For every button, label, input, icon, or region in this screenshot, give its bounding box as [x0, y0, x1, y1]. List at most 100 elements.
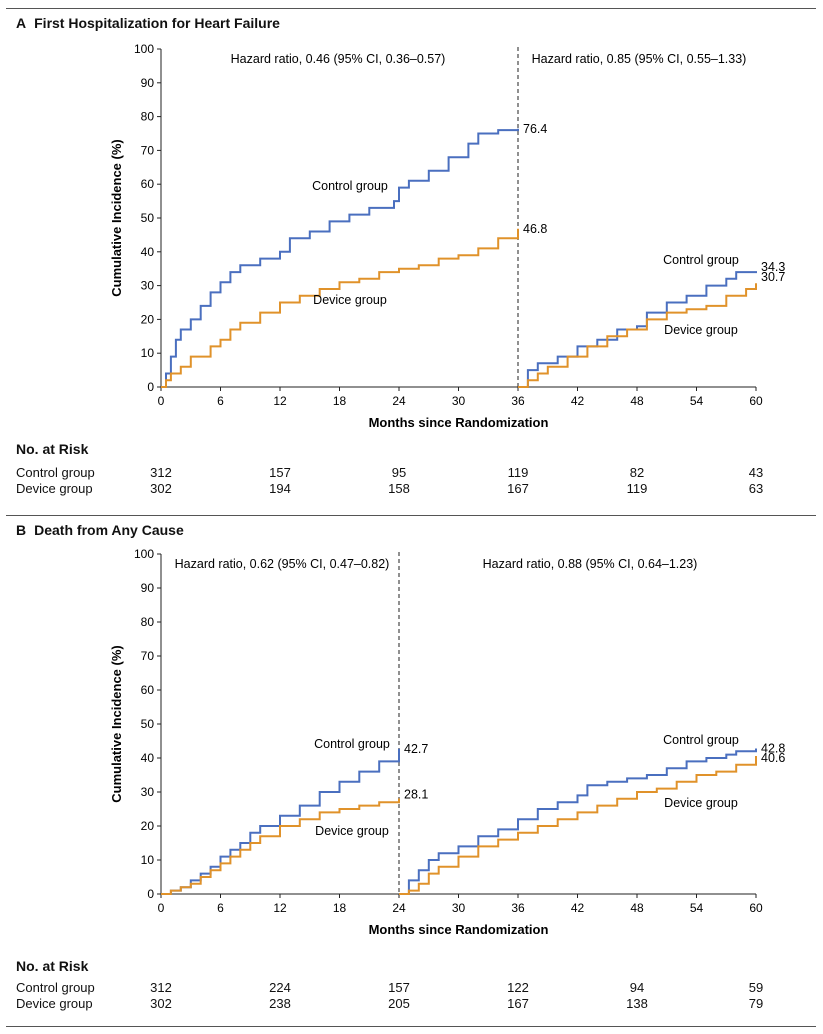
- x-tick-label: 6: [217, 394, 224, 408]
- x-tick-label: 0: [158, 394, 165, 408]
- y-tick-label: 40: [141, 245, 155, 259]
- risk-value: 122: [507, 980, 529, 995]
- risk-table-header: No. at Risk: [16, 441, 89, 457]
- risk-value: 82: [629, 465, 645, 480]
- x-tick-label: 54: [690, 901, 704, 915]
- series-annotation: Device group: [664, 323, 738, 337]
- end-value-label: 46.8: [523, 222, 547, 236]
- risk-value: 59: [748, 980, 764, 995]
- risk-value: 79: [748, 996, 764, 1011]
- y-tick-label: 70: [141, 143, 155, 157]
- risk-row-label: Control group: [16, 980, 95, 995]
- risk-value: 302: [150, 481, 172, 496]
- x-tick-label: 42: [571, 901, 585, 915]
- x-tick-label: 54: [690, 394, 704, 408]
- y-tick-label: 90: [141, 76, 155, 90]
- x-tick-label: 48: [630, 901, 644, 915]
- end-value-label: 34.3: [761, 260, 785, 274]
- risk-value: 157: [269, 465, 291, 480]
- y-axis-label: Cumulative Incidence (%): [109, 645, 124, 802]
- series-annotation: Control group: [314, 737, 390, 751]
- series-line-control-group: [399, 748, 757, 895]
- risk-value: 119: [507, 465, 529, 480]
- series-annotation: Control group: [312, 179, 388, 193]
- y-tick-label: 20: [141, 312, 155, 326]
- x-tick-label: 12: [273, 394, 287, 408]
- risk-value: 157: [388, 980, 410, 995]
- panel-b-title-text: Death from Any Cause: [34, 522, 184, 538]
- x-tick-label: 12: [273, 901, 287, 915]
- y-tick-label: 100: [134, 547, 154, 561]
- y-tick-label: 10: [141, 853, 155, 867]
- end-value-label: 42.7: [404, 742, 428, 756]
- y-tick-label: 100: [134, 42, 154, 56]
- x-tick-label: 42: [571, 394, 585, 408]
- risk-row-label: Device group: [16, 481, 93, 496]
- x-tick-label: 48: [630, 394, 644, 408]
- y-tick-label: 20: [141, 819, 155, 833]
- series-annotation: Device group: [315, 824, 389, 838]
- x-tick-label: 24: [392, 394, 406, 408]
- end-value-label: 40.6: [761, 751, 785, 765]
- panel-a: A First Hospitalization for Heart Failure…: [6, 8, 816, 515]
- x-axis-label: Months since Randomization: [369, 415, 549, 430]
- x-tick-label: 36: [511, 394, 525, 408]
- series-annotation: Control group: [663, 733, 739, 747]
- risk-row-label: Device group: [16, 996, 93, 1011]
- hazard-ratio-left: Hazard ratio, 0.62 (95% CI, 0.47–0.82): [175, 557, 390, 571]
- panel-a-title-text: First Hospitalization for Heart Failure: [34, 15, 280, 31]
- y-tick-label: 60: [141, 683, 155, 697]
- risk-value: 238: [269, 996, 291, 1011]
- y-tick-label: 90: [141, 581, 155, 595]
- series-line-control-group: [161, 128, 519, 388]
- risk-value: 43: [748, 465, 764, 480]
- risk-value: 119: [626, 481, 648, 496]
- y-tick-label: 10: [141, 346, 155, 360]
- risk-value: 158: [388, 481, 410, 496]
- risk-value: 63: [748, 481, 764, 496]
- end-value-label: 76.4: [523, 122, 547, 136]
- series-line-control-group: [161, 748, 400, 895]
- x-tick-label: 60: [749, 901, 763, 915]
- y-tick-label: 60: [141, 177, 155, 191]
- risk-value: 138: [626, 996, 648, 1011]
- series-annotation: Device group: [313, 293, 387, 307]
- hazard-ratio-right: Hazard ratio, 0.88 (95% CI, 0.64–1.23): [483, 557, 698, 571]
- x-tick-label: 18: [333, 394, 347, 408]
- y-tick-label: 40: [141, 751, 155, 765]
- risk-value: 194: [269, 481, 291, 496]
- y-axis-label: Cumulative Incidence (%): [109, 139, 124, 296]
- hazard-ratio-left: Hazard ratio, 0.46 (95% CI, 0.36–0.57): [231, 52, 446, 66]
- hazard-ratio-right: Hazard ratio, 0.85 (95% CI, 0.55–1.33): [532, 52, 747, 66]
- series-line-control-group: [518, 271, 757, 388]
- panel-b-title: B Death from Any Cause: [16, 522, 184, 538]
- series-line-device-group: [399, 756, 757, 895]
- y-tick-label: 80: [141, 110, 155, 124]
- x-tick-label: 36: [511, 901, 525, 915]
- x-tick-label: 24: [392, 901, 406, 915]
- x-tick-label: 6: [217, 901, 224, 915]
- x-tick-label: 18: [333, 901, 347, 915]
- y-tick-label: 70: [141, 649, 155, 663]
- series-annotation: Control group: [663, 253, 739, 267]
- risk-value: 302: [150, 996, 172, 1011]
- risk-value: 312: [150, 980, 172, 995]
- end-value-label: 28.1: [404, 787, 428, 801]
- x-axis-label: Months since Randomization: [369, 922, 549, 937]
- end-value-label: 42.8: [761, 741, 785, 755]
- risk-row-label: Control group: [16, 465, 95, 480]
- risk-value: 167: [507, 996, 529, 1011]
- series-line-device-group: [161, 228, 519, 388]
- panel-b-letter: B: [16, 522, 27, 538]
- risk-value: 312: [150, 465, 172, 480]
- bottom-rule: [6, 1026, 816, 1027]
- risk-value: 94: [629, 980, 645, 995]
- x-tick-label: 30: [452, 394, 466, 408]
- y-tick-label: 30: [141, 279, 155, 293]
- y-tick-label: 0: [147, 380, 154, 394]
- y-tick-label: 0: [147, 887, 154, 901]
- panel-b-chart: 0 10 20 30 40 50 60 70 80 90 100 0 6 12 18 24 30 36 42 48 54…: [109, 547, 785, 937]
- y-tick-label: 50: [141, 211, 155, 225]
- risk-value: 205: [388, 996, 410, 1011]
